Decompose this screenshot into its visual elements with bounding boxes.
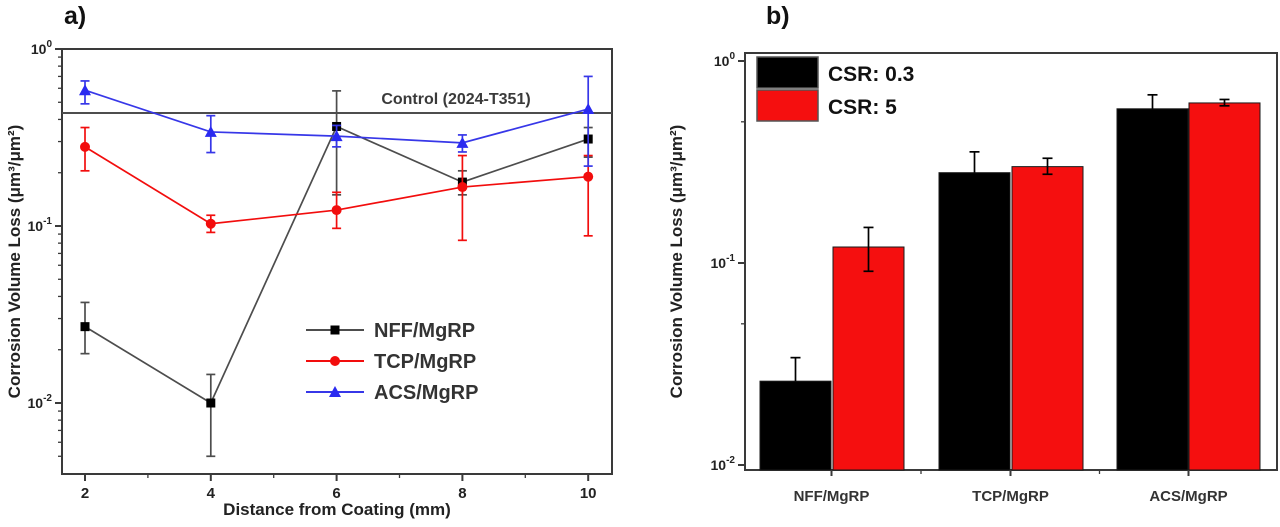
control-line-label: Control (2024-T351) [381,91,530,108]
panel-a-label: a) [64,2,87,30]
legend-csr-0-3-swatch [756,56,819,89]
series-acs-mgrp-marker [456,136,469,148]
panel-b-label: b) [766,2,790,30]
y-axis-title: Corrosion Volume Loss (μm³/μm²) [5,125,24,399]
x-tick-label: 6 [332,485,340,502]
series-acs-mgrp-marker [330,130,343,142]
bar-csr-0-3-tcp-mgrp [938,172,1011,471]
series-tcp-mgrp-marker [80,141,90,152]
y-tick-label: 100 [714,51,736,69]
series-nff-mgrp-marker [206,398,216,408]
x-tick-label: 8 [458,485,466,502]
legend-nff-mgrp-label: NFF/MgRP [374,320,475,342]
bar-csr-0-3-acs-mgrp [1116,108,1189,471]
series-tcp-mgrp-marker [205,218,216,229]
x-tick-label: 2 [81,485,89,502]
bar-csr-0-3-nff-mgrp [759,380,832,471]
legend-acs-mgrp-label: ACS/MgRP [374,382,478,404]
series-acs-mgrp-marker [204,125,217,137]
series-tcp-mgrp-marker [457,182,468,193]
legend-nff-mgrp-marker-icon [330,325,340,335]
y-axis-title: Corrosion Volume Loss (μm³/μm²) [667,125,686,399]
legend-tcp-mgrp-label: TCP/MgRP [374,351,476,373]
series-tcp-mgrp-marker [331,205,342,216]
legend-acs-mgrp-marker-icon [329,386,341,397]
category-label: ACS/MgRP [1149,488,1227,505]
bar-csr-5-nff-mgrp [832,246,905,471]
legend-csr-5-swatch [756,89,819,122]
y-tick-label: 10-2 [711,455,736,473]
line-chart-canvas: 100 10-1 10-2 2 4 6 8 10 Distance from Coating (… [5,39,613,519]
series-acs-mgrp-marker [79,84,91,96]
bar-csr-5-tcp-mgrp [1011,166,1084,471]
bar-chart-canvas: 100 10-1 10-2 Corrosion Volume Loss (μm³/μm… [667,51,1278,505]
legend-csr-0-3-label: CSR: 0.3 [828,63,914,86]
bar-csr-5-acs-mgrp [1188,102,1261,471]
y-tick-label: 10-2 [28,393,53,411]
x-tick-label: 10 [580,485,597,502]
y-tick-label: 10-1 [711,253,736,271]
y-tick-label: 10-1 [28,216,53,234]
x-axis-title: Distance from Coating (mm) [223,500,451,519]
series-tcp-mgrp-marker [583,171,594,182]
series-nff-mgrp-marker [80,322,90,332]
category-label: TCP/MgRP [972,488,1049,505]
category-label: NFF/MgRP [794,488,870,505]
y-tick-label: 100 [31,39,53,57]
legend-csr-5-label: CSR: 5 [828,96,897,119]
legend-tcp-mgrp-marker-icon [330,356,340,366]
x-tick-label: 4 [207,485,216,502]
series-acs-mgrp-marker [582,103,595,115]
